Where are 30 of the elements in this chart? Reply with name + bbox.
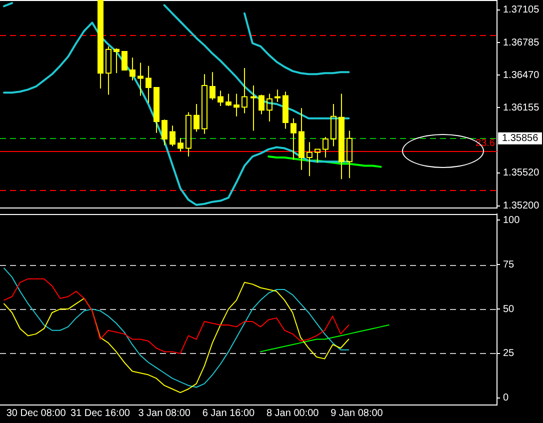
y-tick-label: 75 (503, 259, 515, 270)
candlestick (306, 142, 312, 177)
x-tick-label: 8 Jan 00:00 (266, 408, 320, 419)
candlestick (322, 136, 328, 158)
candlestick (330, 104, 336, 147)
x-tick-label: 30 Dec 08:00 (6, 408, 66, 419)
x-tick-label: 6 Jan 16:00 (202, 408, 256, 419)
y-tick-label: 100 (503, 214, 520, 226)
candlestick (266, 93, 272, 122)
y-tick-label: 25 (503, 348, 515, 360)
y-tick-label: 1.36785 (503, 37, 540, 48)
y-tick-label: 1.35520 (503, 168, 540, 179)
candlestick (274, 89, 280, 102)
x-tick-label: 3 Jan 08:00 (138, 408, 191, 419)
candlestick (314, 148, 320, 164)
candlestick (106, 46, 112, 96)
x-tick-label: 31 Dec 16:00 (70, 408, 130, 419)
y-tick-label: 1.36470 (503, 70, 540, 81)
candlestick (202, 74, 208, 134)
y-tick-label: 50 (503, 304, 515, 315)
candlestick (250, 84, 256, 132)
candlestick (242, 67, 248, 114)
candlestick (346, 130, 352, 179)
y-tick-label: 1.35200 (503, 200, 540, 212)
ref-line-label: 1.35856 (502, 133, 539, 144)
y-tick-label: 0 (503, 392, 509, 404)
y-tick-label: 1.36155 (503, 102, 540, 114)
candlestick (186, 112, 192, 158)
y-tick-label: 1.37105 (503, 4, 540, 16)
x-tick-label: 9 Jan 08:00 (330, 408, 384, 419)
